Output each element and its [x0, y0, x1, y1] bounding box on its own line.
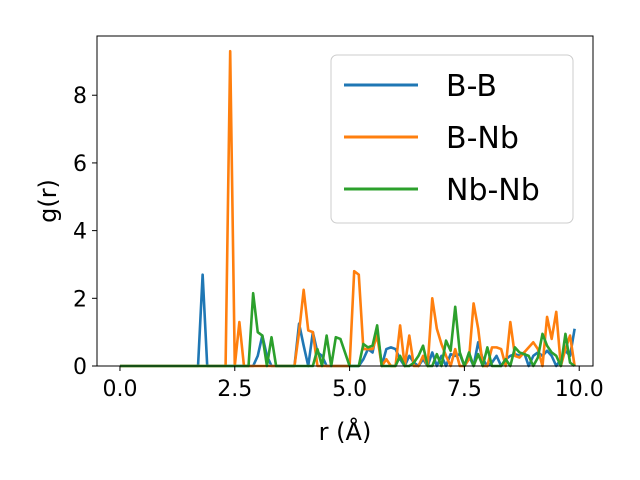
y-axis: 0 2 4 6 8 — [73, 84, 97, 380]
y-axis-label: g(r) — [34, 179, 62, 223]
x-axis-label: r (Å) — [319, 417, 372, 446]
y-tick-label: 8 — [73, 84, 87, 109]
y-tick-label: 4 — [73, 220, 87, 245]
legend-frame — [330, 54, 574, 224]
y-tick-label: 6 — [73, 152, 87, 177]
legend-label-b-nb: B-Nb — [446, 121, 519, 156]
x-tick-label: 7.5 — [447, 377, 482, 402]
legend: B-B B-Nb Nb-Nb — [330, 54, 574, 224]
x-tick-label: 10.0 — [555, 377, 604, 402]
x-tick-label: 2.5 — [217, 377, 252, 402]
x-tick-label: 5.0 — [332, 377, 367, 402]
plot-frame — [96, 35, 594, 367]
legend-label-b-b: B-B — [446, 69, 497, 104]
y-tick-label: 0 — [73, 355, 87, 380]
legend-label-nb-nb: Nb-Nb — [446, 173, 540, 208]
x-tick-label: 0.0 — [102, 377, 137, 402]
y-tick-label: 2 — [73, 287, 87, 312]
x-axis: 0.0 2.5 5.0 7.5 10.0 — [102, 366, 604, 402]
series-line-nb-nb — [119, 291, 576, 368]
